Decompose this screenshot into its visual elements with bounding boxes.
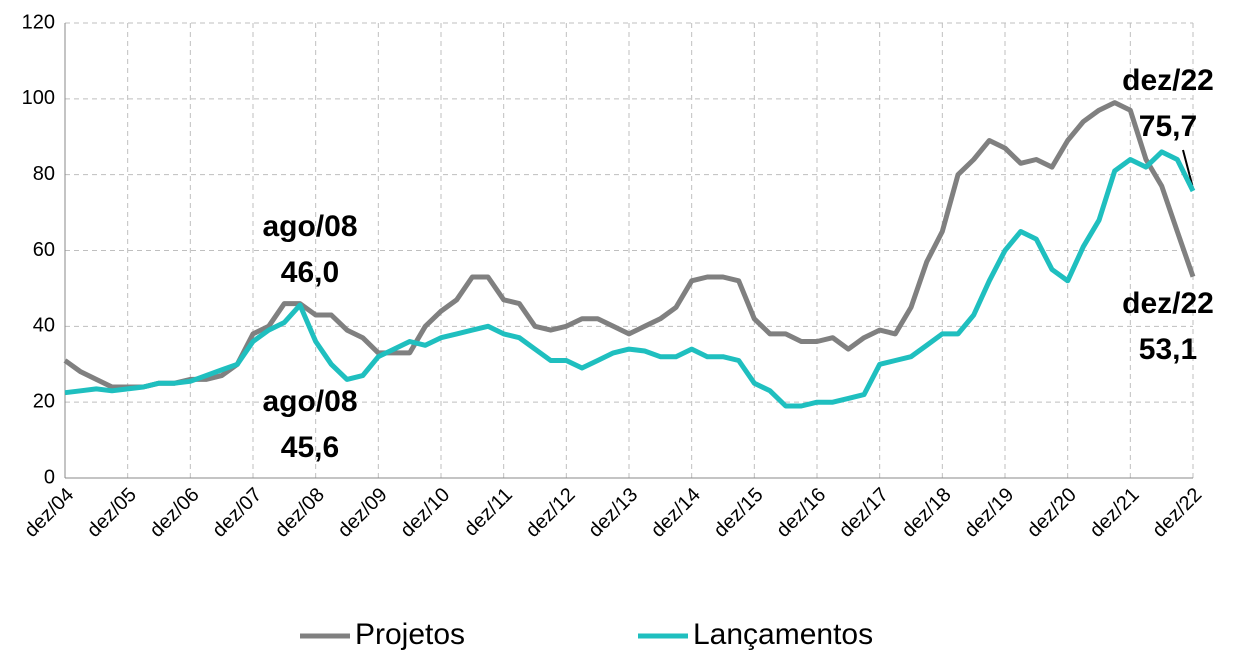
x-tick-label: dez/05 xyxy=(83,484,141,542)
annotation: 45,6 xyxy=(281,431,339,464)
annotation: ago/08 xyxy=(262,385,357,418)
x-tick-label: dez/14 xyxy=(647,484,705,542)
annotation: 46,0 xyxy=(281,256,339,289)
y-tick-label: 80 xyxy=(33,163,55,185)
annotation: dez/22 xyxy=(1122,287,1214,320)
x-tick-label: dez/20 xyxy=(1023,484,1081,542)
annotation: 53,1 xyxy=(1139,333,1197,366)
series-line xyxy=(64,149,1196,409)
annotation: ago/08 xyxy=(262,210,357,243)
y-tick-label: 20 xyxy=(33,390,55,412)
x-tick-label: dez/10 xyxy=(396,484,454,542)
x-tick-label: dez/21 xyxy=(1086,484,1144,542)
y-tick-label: 100 xyxy=(22,87,55,109)
legend-label: Lançamentos xyxy=(693,618,873,651)
legend-label: Projetos xyxy=(355,618,465,651)
x-tick-label: dez/08 xyxy=(271,484,329,542)
x-tick-label: dez/09 xyxy=(334,484,392,542)
x-tick-label: dez/07 xyxy=(208,484,266,542)
y-tick-label: 120 xyxy=(22,11,55,33)
annotation: 75,7 xyxy=(1139,110,1197,143)
x-tick-label: dez/12 xyxy=(522,484,580,542)
leader-line xyxy=(1182,149,1194,189)
x-tick-label: dez/15 xyxy=(710,484,768,542)
x-tick-label: dez/13 xyxy=(584,484,642,542)
x-tick-label: dez/16 xyxy=(772,484,830,542)
x-tick-label: dez/22 xyxy=(1148,484,1206,542)
x-tick-label: dez/17 xyxy=(835,484,893,542)
y-tick-label: 60 xyxy=(33,239,55,261)
series-line xyxy=(63,100,1196,390)
x-tick-label: dez/04 xyxy=(20,484,78,542)
x-tick-label: dez/19 xyxy=(960,484,1018,542)
y-tick-label: 40 xyxy=(33,315,55,337)
x-tick-label: dez/11 xyxy=(460,484,517,541)
x-tick-label: dez/06 xyxy=(146,484,204,542)
x-tick-label: dez/18 xyxy=(898,484,956,542)
annotation: dez/22 xyxy=(1122,64,1214,97)
y-tick-label: 0 xyxy=(44,466,55,488)
